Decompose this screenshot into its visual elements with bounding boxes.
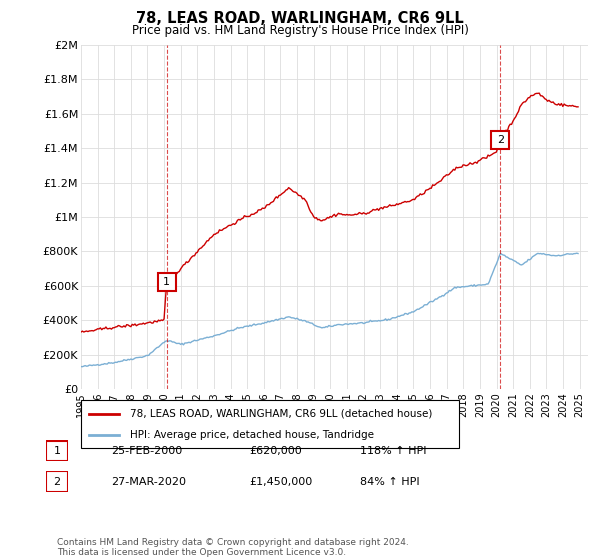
- Text: Price paid vs. HM Land Registry's House Price Index (HPI): Price paid vs. HM Land Registry's House …: [131, 24, 469, 36]
- Text: 1: 1: [53, 446, 61, 456]
- Text: 118% ↑ HPI: 118% ↑ HPI: [360, 446, 427, 456]
- Text: Contains HM Land Registry data © Crown copyright and database right 2024.
This d: Contains HM Land Registry data © Crown c…: [57, 538, 409, 557]
- Text: 78, LEAS ROAD, WARLINGHAM, CR6 9LL (detached house): 78, LEAS ROAD, WARLINGHAM, CR6 9LL (deta…: [130, 409, 433, 419]
- Text: 27-MAR-2020: 27-MAR-2020: [111, 477, 186, 487]
- Text: 1: 1: [163, 277, 170, 287]
- Text: 25-FEB-2000: 25-FEB-2000: [111, 446, 182, 456]
- Text: HPI: Average price, detached house, Tandridge: HPI: Average price, detached house, Tand…: [130, 430, 374, 440]
- FancyBboxPatch shape: [81, 400, 459, 448]
- FancyBboxPatch shape: [46, 441, 68, 461]
- Text: 78, LEAS ROAD, WARLINGHAM, CR6 9LL: 78, LEAS ROAD, WARLINGHAM, CR6 9LL: [136, 11, 464, 26]
- FancyBboxPatch shape: [46, 472, 68, 492]
- Text: 2: 2: [497, 134, 504, 144]
- Text: £620,000: £620,000: [249, 446, 302, 456]
- Text: £1,450,000: £1,450,000: [249, 477, 312, 487]
- Text: 84% ↑ HPI: 84% ↑ HPI: [360, 477, 419, 487]
- Text: 2: 2: [53, 477, 61, 487]
